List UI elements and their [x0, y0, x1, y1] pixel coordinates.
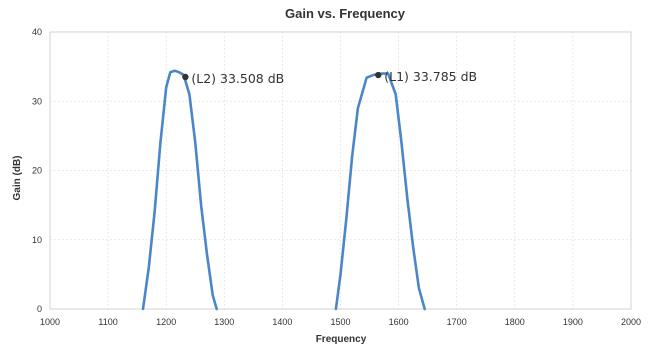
grid-lines [50, 32, 631, 309]
y-tick-label: 10 [32, 235, 42, 245]
series-layer [141, 69, 427, 311]
gain-curve-1 [141, 69, 218, 311]
x-tick-label: 1000 [40, 317, 60, 327]
marker-label: (L1) 33.785 dB [384, 69, 477, 84]
x-tick-label: 1600 [389, 317, 409, 327]
y-tick-label: 40 [32, 27, 42, 37]
x-tick-label: 1500 [330, 317, 350, 327]
y-axis-title: Gain (dB) [12, 156, 23, 201]
x-tick-label: 1400 [272, 317, 292, 327]
x-tick-label: 1200 [156, 317, 176, 327]
x-tick-label: 2000 [621, 317, 641, 327]
x-tick-label: 1800 [505, 317, 525, 327]
y-tick-label: 20 [32, 166, 42, 176]
gain-curve-2 [334, 72, 427, 311]
annotation-layer: (L2) 33.508 dB (L1) 33.785 dB [182, 69, 477, 86]
x-tick-label: 1900 [563, 317, 583, 327]
x-tick-label: 1100 [98, 317, 117, 327]
axis-ticks: 1000 1100 1200 1300 1400 1500 1600 1700 1800 1900… [32, 27, 641, 327]
marker-label: (L2) 33.508 dB [191, 71, 284, 86]
marker-point [375, 71, 382, 79]
x-tick-label: 1700 [447, 317, 467, 327]
x-axis-title: Frequency [316, 334, 367, 345]
y-tick-label: 30 [32, 96, 42, 106]
x-tick-label: 1300 [214, 317, 234, 327]
chart-title: Gain vs. Frequency [285, 6, 406, 21]
marker-point [182, 73, 189, 81]
y-tick-label: 0 [37, 304, 42, 314]
